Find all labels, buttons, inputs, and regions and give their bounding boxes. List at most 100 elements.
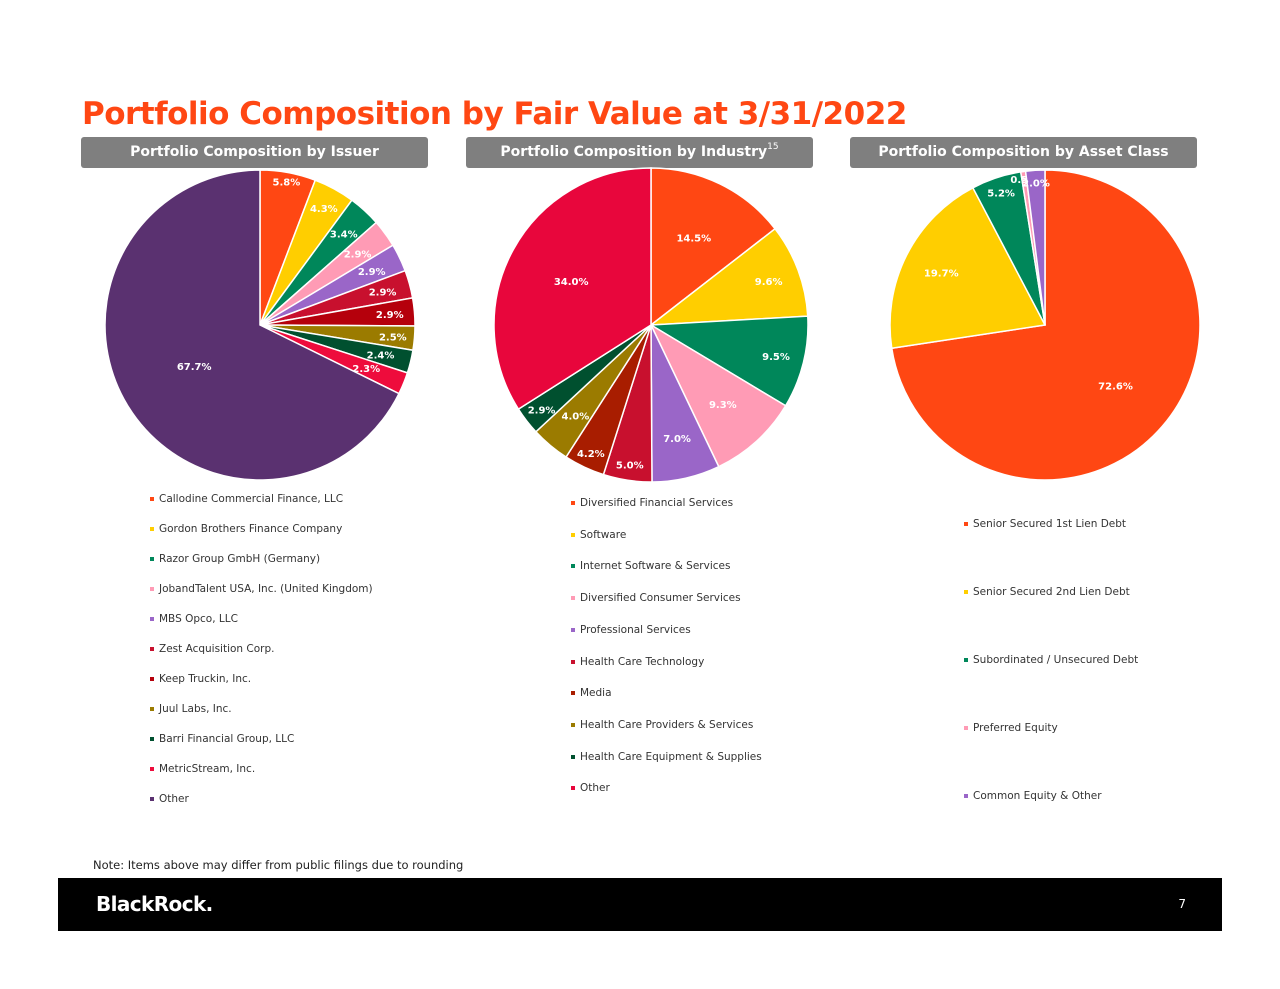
legend-label: Callodine Commercial Finance, LLC — [159, 493, 344, 505]
legend-label: Software — [580, 528, 627, 541]
legend-label: MetricStream, Inc. — [159, 763, 256, 775]
legend-swatch — [571, 659, 575, 664]
legend-swatch — [150, 647, 154, 651]
asset-class-panel-title: Portfolio Composition by Asset Class — [878, 144, 1169, 160]
slice-data-label: 2.9% — [358, 267, 386, 278]
slice-data-label: 4.2% — [577, 449, 605, 460]
pie-slice — [565, 324, 652, 476]
legend-swatch — [571, 627, 575, 632]
issuer-panel-title: Portfolio Composition by Issuer — [130, 144, 379, 160]
issuer-panel-header: Portfolio Composition by Issuer — [81, 137, 428, 168]
pie-slice — [649, 323, 787, 468]
legend-label: Razor Group GmbH (Germany) — [159, 553, 321, 565]
legend-label: Internet Software & Services — [580, 560, 731, 573]
pie-slice — [259, 169, 317, 326]
legend-item: Internet Software & Services — [571, 560, 730, 572]
blackrock-logo: BlackRock. — [96, 892, 213, 916]
legend-item: Software — [571, 529, 626, 541]
legend-swatch — [964, 590, 968, 594]
slice-data-label: 7.0% — [663, 434, 691, 445]
slice-data-label: 67.7% — [177, 362, 212, 373]
slice-data-label: 2.3% — [352, 364, 380, 375]
asset-class-panel-header: Portfolio Composition by Asset Class — [850, 137, 1197, 168]
legend-swatch — [571, 786, 575, 791]
legend-item: MetricStream, Inc. — [150, 763, 255, 775]
legend-swatch — [571, 754, 575, 759]
legend-swatch — [150, 737, 154, 741]
legend-item: Juul Labs, Inc. — [150, 703, 232, 715]
legend-label: Health Care Providers & Services — [580, 718, 754, 731]
legend-item: Razor Group GmbH (Germany) — [150, 553, 320, 565]
legend-item: Senior Secured 1st Lien Debt — [964, 518, 1126, 530]
legend-label: Diversified Financial Services — [580, 497, 734, 509]
legend-label: Professional Services — [580, 623, 691, 636]
legend-swatch — [150, 587, 154, 591]
pie-slice — [104, 169, 400, 481]
pie-slice — [1019, 170, 1046, 326]
slice-data-label: 9.5% — [762, 352, 790, 363]
pie-slice — [889, 186, 1047, 350]
pie-slice — [259, 244, 407, 326]
legend-swatch — [150, 707, 154, 711]
slice-data-label: 2.9% — [376, 310, 404, 321]
pie-slice — [259, 324, 409, 395]
page-number: 7 — [1178, 897, 1186, 911]
pie-slice — [259, 199, 378, 326]
slice-data-label: 0.5% — [1010, 175, 1038, 186]
legend-swatch — [150, 797, 154, 801]
legend-swatch — [571, 596, 575, 601]
legend-swatch — [964, 794, 968, 798]
pie-slice — [259, 221, 394, 326]
legend-item: Subordinated / Unsecured Debt — [964, 654, 1138, 666]
legend-item: Professional Services — [571, 624, 691, 636]
slice-data-label: 5.0% — [616, 461, 644, 472]
legend-item: Diversified Consumer Services — [571, 592, 741, 604]
industry-panel-header: Portfolio Composition by Industry15 — [466, 137, 813, 168]
legend-item: Diversified Financial Services — [571, 497, 733, 509]
slice-data-label: 5.2% — [987, 189, 1015, 200]
legend-label: Keep Truckin, Inc. — [159, 673, 252, 685]
slice-data-label: 2.9% — [369, 287, 397, 298]
legend-swatch — [571, 722, 575, 727]
legend-label: Zest Acquisition Corp. — [159, 643, 275, 655]
slice-data-label: 2.9% — [528, 405, 556, 416]
legend-label: MBS Opco, LLC — [159, 613, 238, 625]
slice-data-label: 72.6% — [1098, 382, 1133, 393]
legend-swatch — [964, 658, 968, 662]
slice-data-label: 2.5% — [379, 332, 407, 343]
legend-swatch — [150, 527, 154, 531]
legend-item: Zest Acquisition Corp. — [150, 643, 275, 655]
legend-label: Other — [580, 782, 610, 795]
industry-panel-title: Portfolio Composition by Industry — [500, 144, 768, 160]
legend-swatch — [150, 617, 154, 621]
legend-item: Health Care Equipment & Supplies — [571, 751, 762, 763]
legend-label: Juul Labs, Inc. — [159, 703, 232, 715]
legend-item: Barri Financial Group, LLC — [150, 733, 294, 745]
pie-slice — [259, 297, 416, 327]
legend-label: Diversified Consumer Services — [580, 592, 741, 605]
slice-data-label: 4.0% — [562, 411, 590, 422]
legend-label: Media — [580, 687, 612, 700]
slice-data-label: 19.7% — [924, 269, 959, 280]
pie-slice — [650, 167, 777, 327]
legend-item: Other — [150, 793, 189, 805]
legend-label: Subordinated / Unsecured Debt — [973, 654, 1139, 666]
legend-item: Common Equity & Other — [964, 790, 1102, 802]
legend-item: Callodine Commercial Finance, LLC — [150, 493, 343, 505]
legend-label: Gordon Brothers Finance Company — [159, 523, 343, 535]
legend-label: Health Care Technology — [580, 655, 705, 668]
legend-label: Senior Secured 2nd Lien Debt — [973, 586, 1130, 598]
pie-slice — [602, 324, 653, 483]
slice-data-label: 5.8% — [273, 178, 301, 189]
legend-label: Senior Secured 1st Lien Debt — [973, 518, 1127, 530]
legend-item: MBS Opco, LLC — [150, 613, 238, 625]
legend-label: JobandTalent USA, Inc. (United Kingdom) — [159, 583, 373, 595]
legend-item: Preferred Equity — [964, 722, 1058, 734]
legend-label: Barri Financial Group, LLC — [159, 733, 295, 745]
legend-swatch — [150, 767, 154, 771]
legend-swatch — [964, 726, 968, 730]
legend-swatch — [571, 691, 575, 696]
legend-item: Keep Truckin, Inc. — [150, 673, 251, 685]
legend-item: JobandTalent USA, Inc. (United Kingdom) — [150, 583, 373, 595]
pie-slice — [971, 171, 1046, 326]
